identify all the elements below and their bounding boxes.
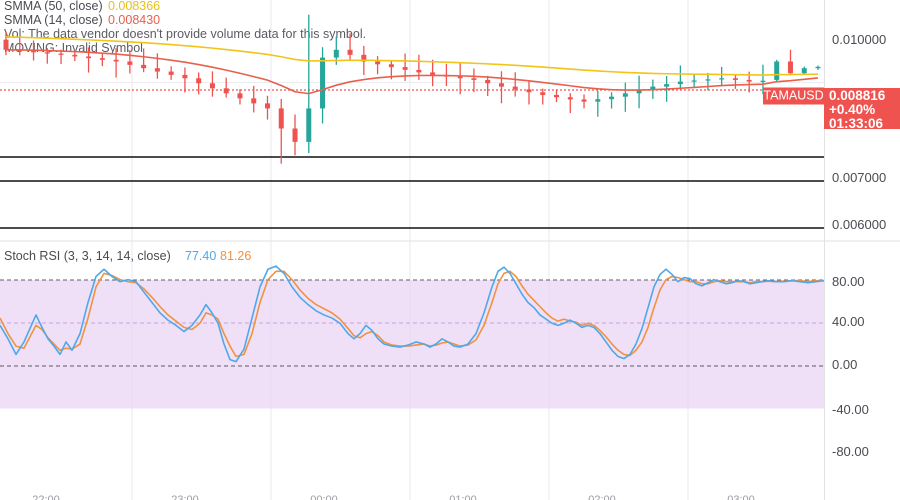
svg-text:81.26: 81.26 [220, 249, 251, 263]
svg-text:00:00: 00:00 [310, 494, 338, 500]
svg-text:77.40: 77.40 [185, 249, 216, 263]
svg-text:01:00: 01:00 [449, 494, 477, 500]
svg-text:TAMAUSD: TAMAUSD [763, 89, 823, 103]
svg-text:0.010000: 0.010000 [832, 32, 886, 47]
svg-text:80.00: 80.00 [832, 274, 865, 289]
svg-text:+0.40%: +0.40% [829, 102, 875, 117]
svg-text:-80.00: -80.00 [832, 444, 869, 459]
svg-text:22:00: 22:00 [32, 494, 60, 500]
svg-text:0.006000: 0.006000 [832, 217, 886, 232]
svg-text:01:33:06: 01:33:06 [829, 116, 884, 131]
svg-text:40.00: 40.00 [832, 314, 865, 329]
svg-text:-40.00: -40.00 [832, 402, 869, 417]
svg-text:0.008366: 0.008366 [108, 0, 160, 13]
svg-text:03:00: 03:00 [727, 494, 755, 500]
svg-text:0.008816: 0.008816 [829, 88, 886, 103]
svg-text:0.00: 0.00 [832, 357, 857, 372]
svg-text:0.007000: 0.007000 [832, 170, 886, 185]
svg-text:MOVING: Invalid Symbol: MOVING: Invalid Symbol [4, 41, 143, 55]
svg-text:SMMA (50, close): SMMA (50, close) [4, 0, 103, 13]
svg-text:SMMA (14, close): SMMA (14, close) [4, 13, 103, 27]
svg-text:23:00: 23:00 [171, 494, 199, 500]
svg-text:02:00: 02:00 [588, 494, 616, 500]
svg-text:0.008430: 0.008430 [108, 13, 160, 27]
svg-text:Stoch RSI (3, 3, 14, 14, close: Stoch RSI (3, 3, 14, 14, close) [4, 249, 171, 263]
